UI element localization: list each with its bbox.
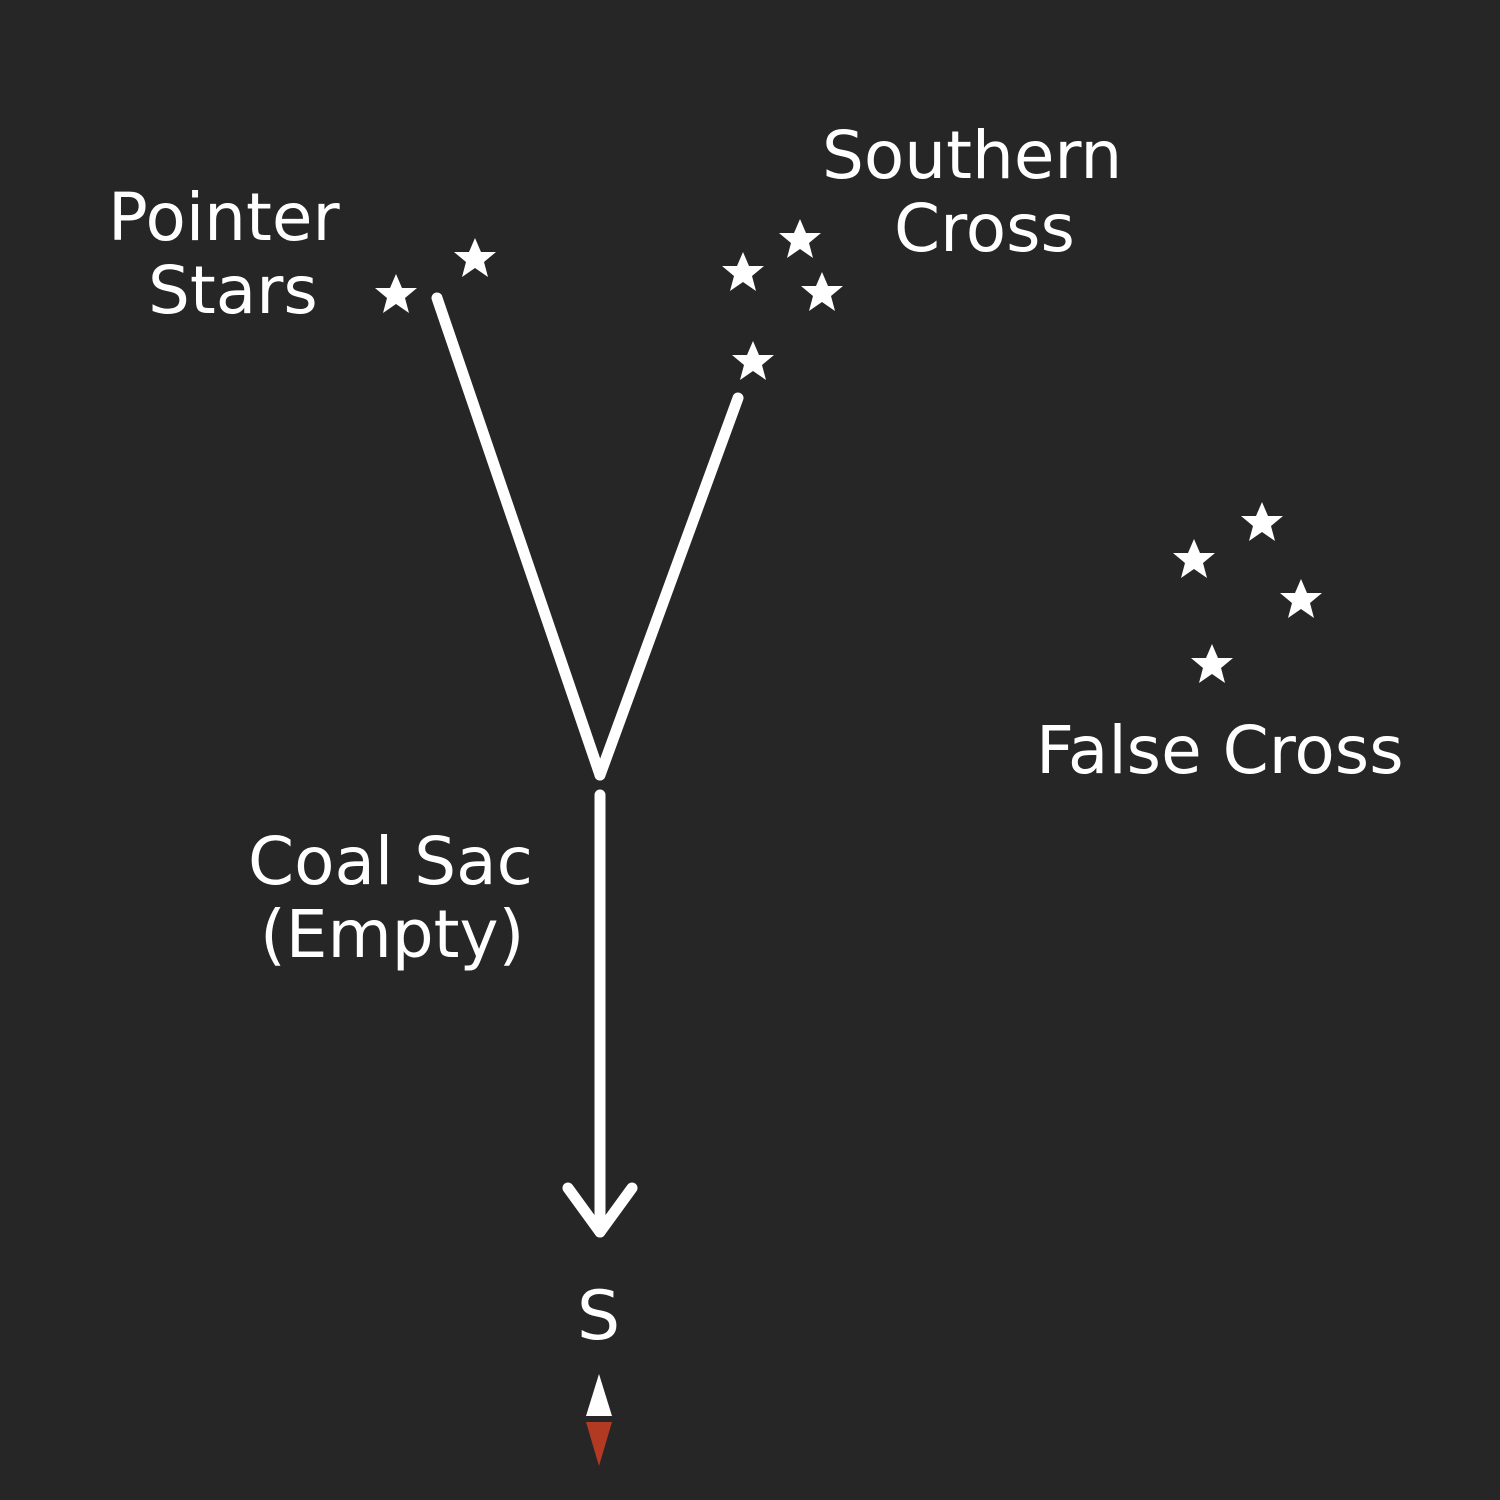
false-cross-label: False Cross [1036,715,1404,788]
false-cross-group [1173,502,1322,683]
compass-north-half [586,1374,612,1416]
star-icon [1191,644,1233,683]
pointer-stars-label-line2: Stars [108,255,340,328]
pointer-stars-label-line1: Pointer [108,182,340,255]
guide-lines [437,298,738,1232]
southern-cross-label-line2: Cross [822,193,1122,266]
star-icon [1173,539,1215,578]
pointer-line [437,298,600,775]
compass-south-half [586,1422,612,1466]
south-label: S [577,1280,620,1355]
star-icon [1280,579,1322,618]
cross-axis-line [600,398,738,775]
star-icon [779,219,821,258]
compass-needle-icon [586,1374,612,1466]
star-icon [454,238,496,277]
coal-sac-label-line2: (Empty) [248,899,533,972]
star-icon [732,341,774,380]
star-icon [375,274,417,313]
coal-sac-label: Coal Sac (Empty) [248,826,533,971]
southern-cross-label-line1: Southern [822,120,1122,193]
southern-cross-label: Southern Cross [822,120,1122,265]
star-icon [801,272,843,311]
star-icon [722,252,764,291]
pointer-stars-label: Pointer Stars [108,182,340,327]
coal-sac-label-line1: Coal Sac [248,826,533,899]
star-icon [1241,502,1283,541]
